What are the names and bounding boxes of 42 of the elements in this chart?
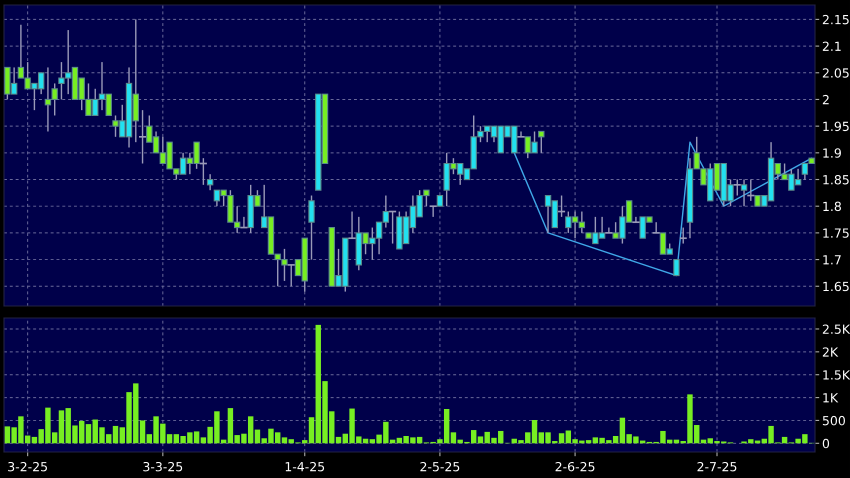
x-tick-label: 2-7-25 [698, 462, 736, 472]
y-tick-label: 1.85 [823, 174, 849, 184]
y-tick-label: 2.1 [822, 42, 841, 51]
y-tick-label: 1.7 [823, 255, 841, 264]
y-tick-label: 1.75 [823, 228, 849, 238]
y-tick-label: 2 [822, 94, 829, 104]
x-tick-label: 1-4-25 [286, 462, 324, 472]
candlestick [673, 259, 680, 276]
x-tick-label: 3-2-25 [8, 462, 47, 472]
candlestick [605, 226, 612, 234]
candlestick [558, 194, 566, 218]
y-tick-label: 1K [823, 393, 838, 402]
y-tick-label: 1.95 [823, 122, 849, 132]
x-tick-label: 2-6-25 [556, 462, 594, 472]
candlestick [389, 210, 396, 244]
candlestick [436, 194, 444, 207]
y-tick-label: 0 [822, 438, 830, 448]
x-tick-label: 3-3-25 [143, 462, 182, 472]
y-tick-label: 2.05 [822, 68, 849, 78]
candlestick [139, 109, 146, 164]
y-tick-label: 1.9 [823, 148, 841, 158]
y-tick-label: 2.15 [822, 14, 849, 24]
x-tick-label: 2-5-25 [420, 462, 460, 472]
candlestick [734, 178, 741, 196]
candlestick [206, 173, 214, 191]
candlestick [288, 264, 295, 287]
candlestick [348, 210, 356, 240]
y-tick-label: 2.5K [822, 324, 850, 334]
candlestick [680, 226, 687, 244]
y-tick-label: 1.5K [823, 370, 850, 380]
candlestick [240, 216, 248, 228]
candlestick [652, 222, 660, 234]
y-tick-label: 2K [822, 347, 838, 357]
candlestick [538, 130, 544, 154]
y-tick-label: 1.65 [823, 282, 849, 292]
y-tick-label: 500 [822, 416, 845, 426]
y-tick-label: 1.8 [823, 202, 841, 212]
candlestick [430, 205, 437, 218]
candlestick [747, 178, 754, 202]
candlestick [200, 157, 207, 186]
candlestick [308, 194, 315, 260]
candlestick [632, 216, 640, 224]
